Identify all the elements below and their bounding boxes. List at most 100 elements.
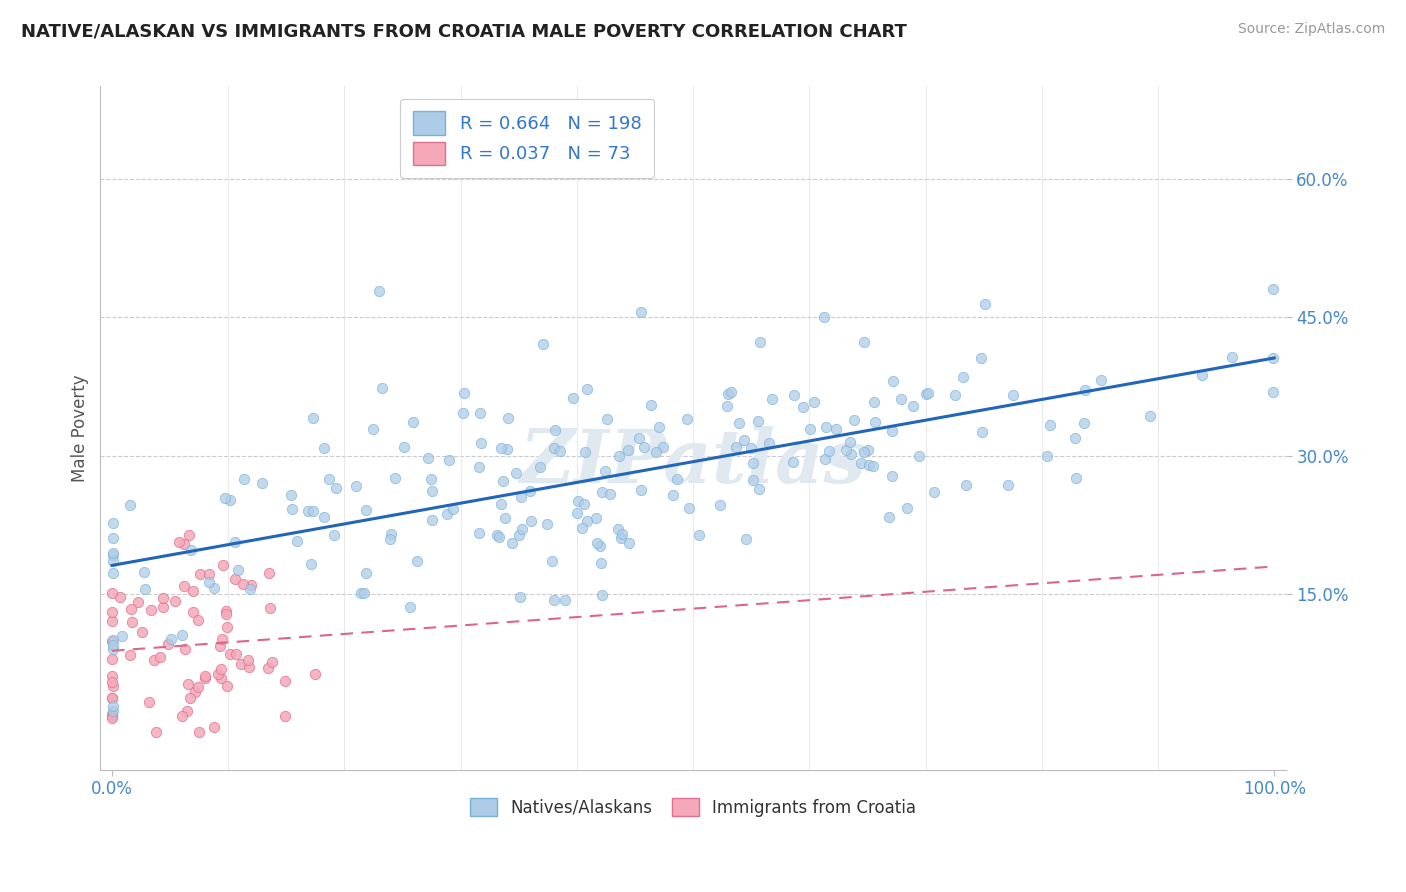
Point	[101, 679, 124, 693]
Point	[453, 385, 475, 400]
Point	[173, 537, 195, 551]
Point	[156, 637, 179, 651]
Point	[571, 521, 593, 535]
Point	[209, 661, 232, 675]
Point	[666, 472, 689, 486]
Point	[101, 690, 124, 705]
Point	[173, 579, 195, 593]
Point	[880, 425, 903, 439]
Point	[363, 422, 385, 436]
Point	[110, 591, 132, 605]
Point	[742, 456, 765, 470]
Point	[181, 584, 204, 599]
Point	[633, 441, 655, 455]
Point	[799, 421, 821, 435]
Point	[190, 566, 212, 581]
Point	[617, 443, 640, 458]
Point	[747, 414, 769, 428]
Point	[101, 516, 124, 530]
Point	[138, 695, 160, 709]
Point	[170, 708, 193, 723]
Point	[131, 624, 153, 639]
Point	[1220, 350, 1243, 364]
Point	[644, 444, 666, 458]
Point	[101, 633, 124, 648]
Point	[550, 444, 572, 458]
Point	[1261, 282, 1284, 296]
Point	[543, 592, 565, 607]
Point	[505, 467, 527, 481]
Point	[229, 657, 252, 671]
Point	[280, 488, 302, 502]
Point	[676, 412, 699, 426]
Point	[489, 497, 512, 511]
Point	[176, 704, 198, 718]
Point	[142, 653, 165, 667]
Point	[188, 725, 211, 739]
Point	[640, 399, 662, 413]
Point	[943, 387, 966, 401]
Point	[207, 667, 229, 681]
Point	[468, 406, 491, 420]
Point	[970, 425, 993, 439]
Point	[510, 522, 533, 536]
Point	[591, 556, 613, 570]
Point	[758, 435, 780, 450]
Point	[748, 334, 770, 349]
Point	[101, 548, 124, 562]
Point	[198, 575, 221, 590]
Point	[159, 632, 181, 646]
Point	[120, 602, 142, 616]
Point	[172, 628, 194, 642]
Point	[402, 415, 425, 429]
Point	[974, 296, 997, 310]
Point	[468, 526, 491, 541]
Point	[842, 413, 865, 427]
Point	[880, 468, 903, 483]
Point	[194, 672, 217, 686]
Point	[970, 351, 993, 366]
Point	[260, 655, 283, 669]
Point	[312, 509, 335, 524]
Point	[1074, 383, 1097, 397]
Point	[101, 675, 124, 690]
Point	[599, 487, 621, 501]
Point	[1039, 417, 1062, 432]
Point	[863, 395, 886, 409]
Point	[134, 582, 156, 597]
Point	[179, 691, 201, 706]
Point	[437, 453, 460, 467]
Point	[419, 471, 441, 485]
Point	[353, 585, 375, 599]
Point	[101, 698, 124, 713]
Point	[101, 634, 124, 648]
Point	[1261, 351, 1284, 366]
Point	[607, 522, 630, 536]
Point	[302, 410, 325, 425]
Point	[554, 593, 576, 607]
Point	[717, 387, 740, 401]
Point	[529, 459, 551, 474]
Point	[585, 536, 607, 550]
Point	[543, 441, 565, 455]
Point	[817, 444, 839, 458]
Point	[630, 305, 652, 319]
Point	[451, 406, 474, 420]
Point	[139, 603, 162, 617]
Point	[233, 473, 256, 487]
Point	[896, 501, 918, 516]
Point	[851, 456, 873, 470]
Point	[259, 601, 281, 615]
Point	[924, 484, 946, 499]
Point	[392, 440, 415, 454]
Point	[562, 391, 585, 405]
Point	[575, 514, 598, 528]
Point	[356, 566, 378, 581]
Point	[509, 590, 531, 604]
Point	[824, 422, 846, 436]
Point	[688, 528, 710, 542]
Point	[652, 440, 675, 454]
Point	[101, 586, 124, 600]
Point	[494, 511, 516, 525]
Point	[239, 582, 262, 596]
